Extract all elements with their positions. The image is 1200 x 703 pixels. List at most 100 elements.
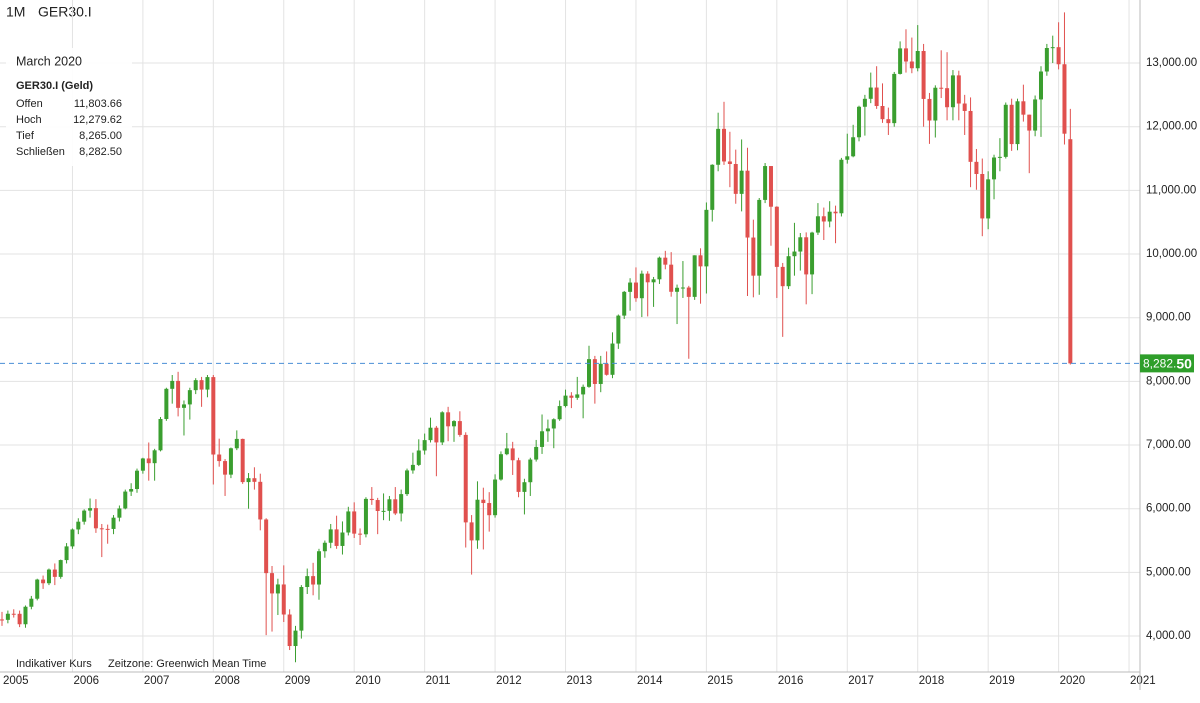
- x-tick-label: 2007: [144, 675, 170, 687]
- candle-body: [5, 613, 10, 620]
- candle-body: [493, 479, 498, 516]
- y-tick-label: 9,000.00: [1146, 312, 1191, 324]
- price-tag-fraction: 50: [1176, 355, 1192, 371]
- candle-body: [680, 287, 685, 289]
- candle-body: [258, 481, 263, 520]
- candle-body: [727, 161, 732, 165]
- candle-body: [164, 388, 169, 419]
- candle-body: [146, 458, 151, 464]
- timeframe: 1M: [6, 4, 25, 20]
- candle-body: [187, 390, 192, 405]
- candle-body: [82, 510, 87, 522]
- grid: [0, 0, 1140, 672]
- candle-body: [352, 511, 357, 534]
- candle-body: [857, 106, 862, 138]
- y-tick-label: 5,000.00: [1146, 566, 1191, 578]
- candle-body: [739, 170, 744, 194]
- candle-body: [592, 359, 597, 384]
- candle-body: [293, 630, 298, 647]
- candle-body: [698, 255, 703, 267]
- candle-body: [205, 377, 210, 390]
- candle-body: [815, 216, 820, 233]
- candle-body: [41, 579, 46, 584]
- candle-body: [933, 87, 938, 121]
- y-tick-label: 11,000.00: [1146, 184, 1196, 196]
- candle-body: [176, 380, 181, 408]
- candle-body: [604, 363, 609, 375]
- candle-body: [88, 508, 93, 511]
- candle-body: [563, 395, 568, 407]
- price-tag-label: 8,282.50: [1143, 355, 1192, 371]
- candle-body: [416, 450, 421, 465]
- candle-body: [375, 500, 380, 511]
- candle-body: [821, 216, 826, 222]
- info-period: March 2020: [16, 54, 82, 68]
- candle-body: [240, 438, 245, 483]
- candle-body: [569, 395, 574, 398]
- candle-body: [798, 237, 803, 252]
- y-tick-label: 10,000.00: [1146, 248, 1197, 260]
- candle-body: [528, 459, 533, 483]
- candle-body: [346, 511, 351, 533]
- candle-body: [992, 157, 997, 180]
- candle-body: [722, 128, 727, 162]
- candle-body: [786, 256, 791, 287]
- candle-body: [868, 87, 873, 99]
- candle-body: [311, 576, 316, 585]
- price-tag-main: 8,282.: [1143, 357, 1176, 371]
- candle-body: [234, 438, 239, 449]
- x-tick-label: 2006: [73, 675, 99, 687]
- candle-body: [939, 87, 944, 89]
- candle-body: [64, 546, 69, 561]
- y-tick-label: 7,000.00: [1146, 439, 1191, 451]
- candle-body: [217, 454, 222, 462]
- candle-body: [792, 251, 797, 257]
- candle-body: [1015, 101, 1020, 145]
- candle-body: [0, 619, 4, 621]
- candle-body: [410, 464, 415, 471]
- candle-body: [328, 529, 333, 543]
- candle-body: [598, 363, 603, 384]
- y-tick-label: 13,000.00: [1146, 57, 1197, 69]
- candle-body: [475, 499, 480, 541]
- x-tick-label: 2012: [496, 675, 522, 687]
- x-tick-label: 2016: [778, 675, 804, 687]
- candle-body: [158, 418, 163, 451]
- candle-body: [35, 579, 40, 599]
- candle-body: [316, 551, 321, 585]
- candle-body: [17, 613, 22, 625]
- candle-body: [862, 98, 867, 107]
- candle-body: [1038, 71, 1043, 100]
- candle-body: [804, 237, 809, 275]
- footer-note: Zeitzone: Greenwich Mean Time: [108, 658, 266, 670]
- candle-body: [281, 584, 286, 615]
- candle-body: [399, 494, 404, 514]
- candle-body: [369, 498, 374, 501]
- candle-body: [381, 510, 386, 512]
- candle-body: [903, 48, 908, 62]
- y-tick-label: 8,000.00: [1146, 375, 1191, 387]
- candles: [0, 12, 1073, 663]
- candle-body: [909, 61, 914, 69]
- info-value: 8,265.00: [79, 130, 122, 142]
- candle-body: [1056, 47, 1061, 65]
- candle-body: [980, 174, 985, 219]
- candle-body: [23, 606, 28, 625]
- candle-body: [733, 164, 738, 194]
- candle-body: [264, 519, 269, 574]
- candle-body: [669, 264, 674, 292]
- info-value: 8,282.50: [79, 146, 122, 158]
- candle-body: [545, 428, 550, 432]
- candle-body: [11, 613, 16, 615]
- candle-body: [557, 406, 562, 420]
- candle-body: [1033, 99, 1038, 131]
- candle-body: [551, 419, 556, 429]
- candle-body: [845, 156, 850, 160]
- candle-body: [898, 48, 903, 74]
- candle-body: [70, 529, 75, 547]
- candle-body: [393, 499, 398, 514]
- candle-body: [915, 50, 920, 69]
- candle-body: [223, 461, 228, 475]
- candle-body: [892, 73, 897, 124]
- candle-body: [181, 404, 186, 408]
